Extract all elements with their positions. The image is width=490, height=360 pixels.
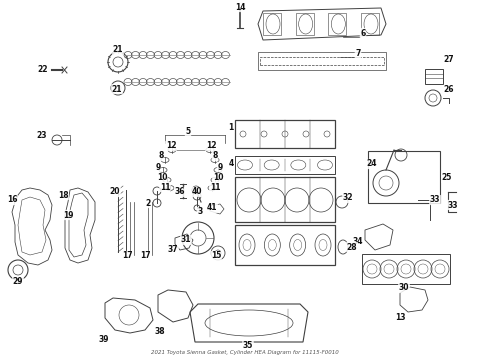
Bar [295, 13, 314, 35]
Text: 11: 11 [160, 183, 170, 192]
Text: 36: 36 [175, 188, 185, 197]
Text: 9: 9 [155, 162, 161, 171]
Text: 35: 35 [243, 342, 253, 351]
Bar [362, 254, 450, 284]
Text: 13: 13 [395, 314, 405, 323]
Text: 6: 6 [360, 28, 366, 37]
Text: 2021 Toyota Sienna Gasket, Cylinder HEA Diagram for 11115-F0010: 2021 Toyota Sienna Gasket, Cylinder HEA … [151, 350, 339, 355]
Text: 3: 3 [197, 207, 203, 216]
Text: 40: 40 [192, 188, 202, 197]
Text: 33: 33 [448, 201, 458, 210]
Text: 5: 5 [185, 127, 191, 136]
Text: 24: 24 [367, 159, 377, 168]
Bar [235, 225, 335, 265]
Text: 8: 8 [212, 152, 218, 161]
Text: 41: 41 [207, 203, 217, 212]
Text: 15: 15 [211, 252, 221, 261]
Text: 31: 31 [181, 235, 191, 244]
Text: 11: 11 [210, 183, 220, 192]
Bar [368, 151, 440, 203]
Text: 1: 1 [228, 123, 234, 132]
Text: 10: 10 [213, 174, 223, 183]
Bar [263, 13, 281, 35]
Text: 18: 18 [58, 190, 68, 199]
Text: 12: 12 [206, 141, 216, 150]
Text: 2: 2 [146, 198, 150, 207]
Text: 25: 25 [442, 174, 452, 183]
Text: 29: 29 [13, 276, 23, 285]
Bar [258, 52, 386, 70]
Bar [260, 57, 384, 65]
Bar [235, 120, 335, 148]
Text: 38: 38 [155, 328, 165, 337]
Text: 22: 22 [38, 64, 48, 73]
Text: 20: 20 [110, 188, 120, 197]
Text: 34: 34 [353, 238, 363, 247]
Text: 12: 12 [166, 141, 176, 150]
Text: 9: 9 [218, 162, 222, 171]
Text: 10: 10 [157, 174, 167, 183]
Text: 19: 19 [63, 211, 73, 220]
Text: 17: 17 [140, 252, 150, 261]
Text: 32: 32 [343, 194, 353, 202]
Bar [361, 13, 379, 35]
Text: 16: 16 [7, 195, 17, 204]
Bar [235, 177, 335, 222]
Text: 27: 27 [443, 55, 454, 64]
Text: 33: 33 [430, 195, 440, 204]
Bar [235, 156, 335, 174]
Text: 30: 30 [399, 284, 409, 292]
Text: 21: 21 [112, 85, 122, 94]
Text: 14: 14 [235, 3, 245, 12]
Text: 17: 17 [122, 252, 132, 261]
Text: 4: 4 [228, 159, 234, 168]
Text: 21: 21 [113, 45, 123, 54]
Bar [328, 13, 346, 35]
Bar [425, 69, 443, 84]
Text: 39: 39 [99, 336, 109, 345]
Text: 7: 7 [355, 49, 361, 58]
Text: 26: 26 [444, 85, 454, 94]
Text: 28: 28 [347, 243, 357, 252]
Text: 23: 23 [37, 131, 47, 140]
Text: 37: 37 [168, 246, 178, 255]
Text: 8: 8 [158, 152, 164, 161]
